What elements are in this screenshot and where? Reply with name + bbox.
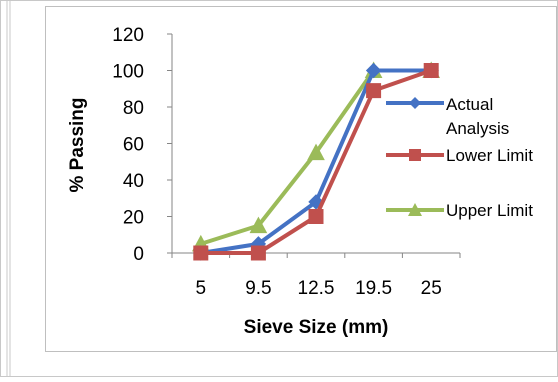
data-point-lower-limit	[366, 83, 382, 99]
data-point-lower-limit	[193, 245, 209, 261]
x-tick-label: 12.5	[298, 278, 335, 299]
legend: Actual Analysis Lower Limit Upper Limit	[386, 95, 533, 220]
legend-item-upper-limit: Upper Limit	[386, 201, 533, 220]
chart-area-border	[45, 6, 557, 352]
x-axis-label: Sieve Size (mm)	[244, 317, 389, 338]
y-tick-label: 100	[112, 62, 144, 83]
x-tick-label: 19.5	[355, 278, 392, 299]
legend-marker-actual-analysis	[409, 97, 421, 109]
y-tick-label: 60	[123, 135, 144, 156]
y-tick-label: 40	[123, 171, 144, 192]
x-tick-label: 25	[421, 278, 442, 299]
legend-label-actual-analysis: Actual Analysis	[446, 95, 509, 138]
y-tick-label: 0	[133, 244, 144, 265]
legend-item-actual-analysis: Actual Analysis	[386, 95, 509, 138]
y-tick-label: 120	[112, 25, 144, 46]
data-point-lower-limit	[250, 245, 266, 261]
y-tick-label: 80	[123, 98, 144, 119]
legend-item-lower-limit: Lower Limit	[386, 146, 533, 165]
legend-label-actual-line2: Analysis	[446, 119, 509, 138]
legend-label-actual-line1: Actual	[446, 95, 493, 114]
x-tick-label: 9.5	[245, 278, 271, 299]
data-point-actual-analysis	[365, 62, 382, 79]
y-tick-label: 20	[123, 208, 144, 229]
x-tick-labels: 5 9.5 12.5 19.5 25	[171, 253, 461, 299]
series-layer	[191, 61, 441, 261]
series-lower-limit	[193, 63, 439, 261]
x-tick-label: 5	[196, 278, 207, 299]
legend-label-lower-limit: Lower Limit	[446, 146, 533, 165]
y-tick-labels: 0 20 40 60 80 100 120	[112, 25, 172, 265]
legend-marker-upper-limit	[408, 203, 422, 216]
data-point-lower-limit	[423, 63, 439, 78]
legend-marker-lower-limit	[409, 149, 421, 161]
data-point-upper-limit	[249, 216, 268, 234]
data-point-lower-limit	[308, 209, 324, 224]
data-point-upper-limit	[307, 143, 325, 161]
y-axis-label: % Passing	[67, 97, 88, 192]
legend-label-upper-limit: Upper Limit	[446, 201, 533, 220]
